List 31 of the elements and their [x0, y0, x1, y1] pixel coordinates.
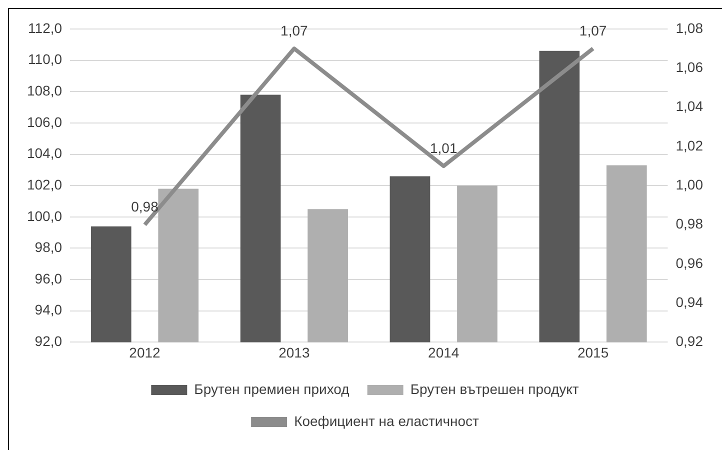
data-label: 1,07	[579, 22, 607, 38]
legend-label: Брутен вътрешен продукт	[410, 380, 580, 397]
data-label: 1,01	[430, 140, 458, 156]
y-tick-label: 98,0	[34, 239, 62, 256]
legend-label: Коефициент на еластичност	[294, 412, 480, 429]
y2-tick-label: 0,92	[676, 333, 704, 350]
y-tick-label: 108,0	[26, 82, 62, 98]
y2-tick-label: 0,96	[676, 254, 704, 271]
x-tick-label: 2014	[428, 344, 460, 360]
x-tick-label: 2015	[577, 344, 609, 360]
y2-tick-label: 1,02	[676, 137, 704, 154]
y2-tick-label: 1,06	[676, 59, 704, 76]
y-tick-label: 112,0	[28, 20, 62, 36]
y-tick-label: 96,0	[34, 270, 62, 286]
y-tick-label: 102,0	[26, 176, 62, 192]
y-tick-label: 110,0	[28, 51, 62, 68]
y-tick-label: 104,0	[26, 145, 62, 162]
y-tick-label: 94,0	[34, 302, 62, 318]
y-tick-label: 92,0	[34, 333, 62, 350]
y-tick-label: 106,0	[26, 114, 62, 130]
y2-tick-label: 0,98	[676, 216, 704, 232]
y-tick-label: 100,0	[26, 208, 62, 224]
y2-tick-label: 1,00	[676, 176, 704, 192]
data-label: 1,07	[280, 22, 308, 38]
y2-tick-label: 1,04	[676, 98, 704, 114]
y2-tick-label: 1,08	[676, 20, 704, 36]
data-label: 0,98	[131, 198, 159, 215]
legend-label: Брутен премиен приход	[194, 380, 350, 397]
y2-tick-label: 0,94	[676, 294, 704, 310]
x-tick-label: 2013	[278, 344, 310, 360]
x-tick-label: 2012	[129, 344, 161, 360]
